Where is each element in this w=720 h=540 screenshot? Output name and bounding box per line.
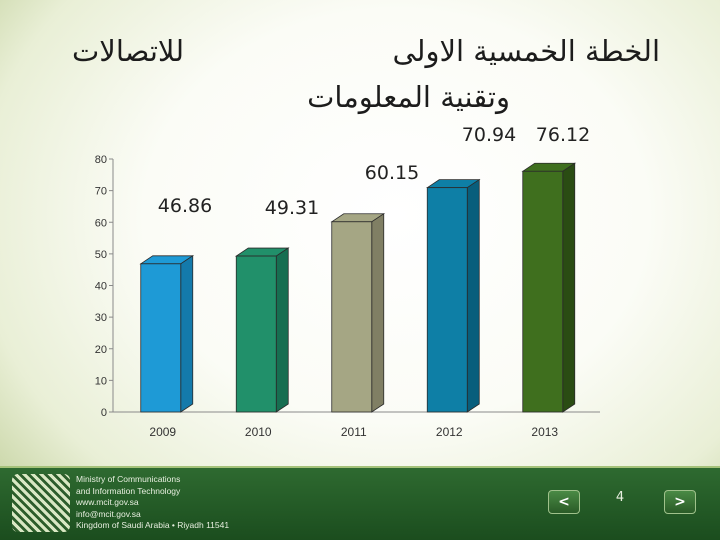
bar-side-face: [371, 213, 385, 413]
bar-side-face: [180, 255, 194, 413]
chevron-right-icon: >: [674, 494, 686, 510]
bar-side-face: [562, 162, 576, 413]
y-tick-label: 10: [95, 375, 107, 387]
y-tick-label: 30: [95, 312, 107, 324]
chevron-left-icon: <: [558, 494, 570, 510]
data-label: 46.86: [158, 195, 212, 217]
y-tick-label: 50: [95, 249, 107, 261]
ministry-line: www.mcit.gov.sa: [76, 497, 139, 507]
title-line-2: وتقنية المعلومات: [307, 80, 510, 114]
y-tick-label: 70: [95, 186, 107, 198]
footer-bar: Ministry of Communications and Informati…: [0, 466, 720, 540]
bar: [522, 170, 564, 413]
x-tick-label: 2013: [531, 425, 558, 439]
slide-title: الخطة الخمسية الاولى وتقنية المعلومات لل…: [0, 20, 720, 114]
page-number: 4: [615, 490, 625, 505]
x-tick-label: 2012: [436, 425, 463, 439]
data-label: 49.31: [265, 197, 319, 219]
bar-side-face: [275, 247, 289, 413]
y-tick-label: 40: [95, 281, 107, 293]
y-tick-label: 20: [95, 344, 107, 356]
ministry-line: and Information Technology: [76, 485, 181, 496]
ministry-line: info@mcit.gov.sa: [76, 508, 141, 519]
x-tick-label: 2009: [149, 425, 176, 439]
data-label: 60.15: [365, 162, 419, 184]
bar: [426, 187, 468, 413]
title-line-3: للاتصالات: [72, 34, 185, 68]
bar: [140, 263, 182, 413]
ministry-logo-icon: [12, 474, 70, 532]
data-label: 70.94: [462, 124, 516, 146]
bar: [235, 255, 277, 413]
bar-chart: 0 10 20 30 40 50 60 70 80 2009 46.86 2010 49.31 2011 6…: [95, 124, 600, 439]
ministry-line: Kingdom of Saudi Arabia • Riyadh 11541: [76, 520, 230, 530]
bar-side-face: [466, 178, 480, 413]
x-tick-label: 2010: [245, 425, 272, 439]
next-slide-button[interactable]: >: [664, 490, 696, 514]
y-tick-label: 60: [95, 217, 107, 229]
x-tick-label: 2011: [341, 425, 367, 439]
bar: [331, 221, 373, 413]
previous-slide-button[interactable]: <: [548, 490, 580, 514]
ministry-info: Ministry of Communications and Informati…: [76, 474, 229, 532]
y-tick-label: 80: [95, 154, 107, 166]
ministry-line: Ministry of Communications: [76, 474, 181, 484]
data-label: 76.12: [536, 124, 590, 146]
y-tick-label: 0: [101, 407, 107, 419]
title-line-1: الخطة الخمسية الاولى: [392, 34, 660, 68]
